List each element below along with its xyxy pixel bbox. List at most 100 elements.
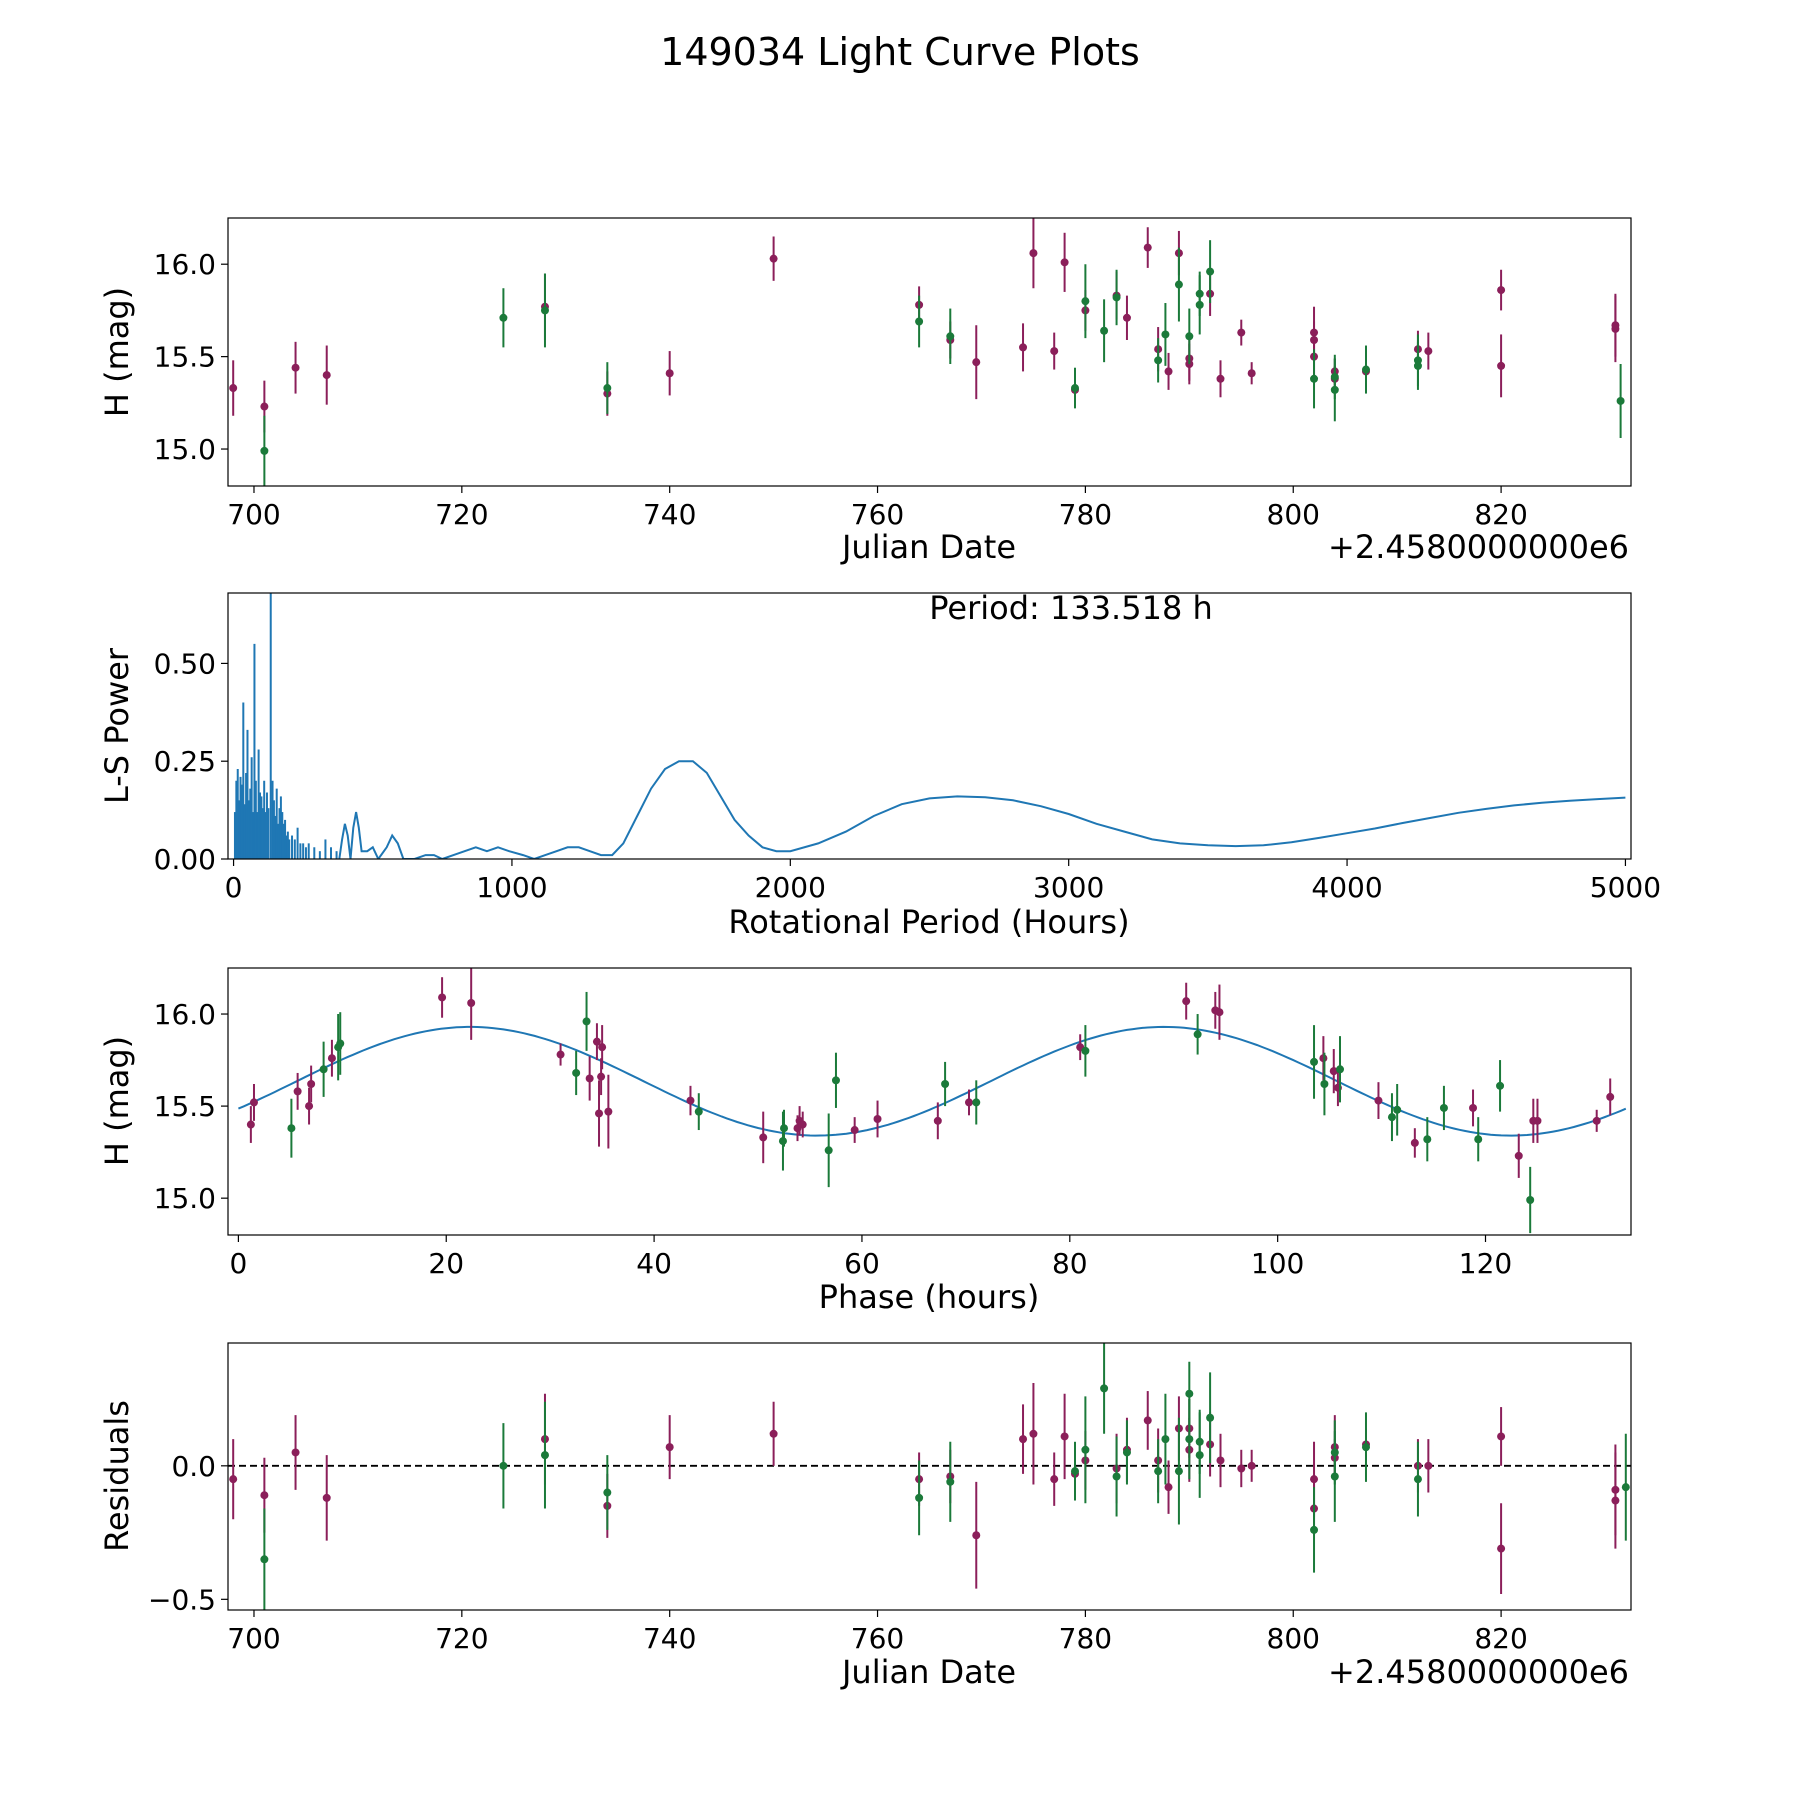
data-point xyxy=(686,1096,695,1105)
lightcurve-frame xyxy=(227,217,1632,487)
data-point xyxy=(1469,1103,1478,1112)
residuals-y-ticks: −0.5 0.0 xyxy=(148,1450,228,1616)
data-point xyxy=(1533,1116,1542,1125)
magenta-series xyxy=(229,1383,1620,1594)
data-point xyxy=(1606,1092,1615,1101)
data-point xyxy=(322,371,331,380)
phased-xlabel: Phase (hours) xyxy=(819,1278,1040,1316)
data-point xyxy=(1247,369,1256,378)
x-tick-label: 40 xyxy=(636,1247,672,1280)
data-point xyxy=(305,1102,314,1111)
lightcurve-offset-text: +2.4580000000e6 xyxy=(1328,528,1629,566)
x-tick-label: 740 xyxy=(643,498,696,531)
x-tick-label: 0 xyxy=(229,1247,247,1280)
periodogram-frame xyxy=(227,592,1632,860)
residuals-frame xyxy=(227,1342,1632,1611)
data-point xyxy=(1216,1456,1225,1465)
figure-title: 149034 Light Curve Plots xyxy=(660,30,1140,74)
y-tick-label: 0.25 xyxy=(154,745,216,778)
data-point xyxy=(941,1080,950,1089)
lightcurve-x-ticks: 700 720 740 760 780 800 820 xyxy=(227,486,1528,531)
data-point xyxy=(1161,330,1170,339)
data-point xyxy=(1621,1483,1630,1492)
x-tick-label: 760 xyxy=(851,498,904,531)
lightcurve-y-ticks: 15.0 15.5 16.0 xyxy=(154,248,228,466)
data-point xyxy=(1195,300,1204,309)
x-tick-label: 5000 xyxy=(1590,871,1661,904)
x-tick-label: 780 xyxy=(1059,498,1112,531)
phased-x-ticks: 0 20 40 60 80 100 120 xyxy=(229,1235,1512,1280)
data-point xyxy=(1154,356,1163,365)
data-point xyxy=(1439,1103,1448,1112)
data-point xyxy=(1592,1116,1601,1125)
data-point xyxy=(964,1098,973,1107)
data-point xyxy=(597,1072,606,1081)
data-point xyxy=(1081,1046,1090,1055)
data-point xyxy=(1070,1467,1079,1476)
y-tick-label: 0.50 xyxy=(154,647,216,680)
data-point xyxy=(1100,326,1109,335)
lightcurve-xlabel: Julian Date xyxy=(840,528,1016,566)
periodogram-xlabel: Rotational Period (Hours) xyxy=(728,903,1129,941)
phased-plot-area xyxy=(238,968,1627,1234)
data-point xyxy=(1497,1432,1506,1441)
data-point xyxy=(585,1074,594,1083)
x-tick-label: 100 xyxy=(1251,1247,1304,1280)
data-point xyxy=(972,1531,981,1540)
green-series xyxy=(287,991,1535,1234)
data-point xyxy=(572,1068,581,1077)
data-point xyxy=(1336,1065,1345,1074)
data-point xyxy=(1216,374,1225,383)
data-point xyxy=(915,317,924,326)
data-point xyxy=(1081,297,1090,306)
data-point xyxy=(1611,321,1620,330)
data-point xyxy=(873,1114,882,1123)
data-point xyxy=(1413,1475,1422,1484)
data-point xyxy=(556,1050,565,1059)
x-tick-label: 2000 xyxy=(755,871,826,904)
periodogram-panel: 0 1000 2000 3000 4000 5000 0.00 0.25 0.50 Perio… xyxy=(98,589,1661,941)
data-point xyxy=(291,1448,300,1457)
y-tick-label: 16.0 xyxy=(154,248,216,281)
data-point xyxy=(1215,1008,1224,1017)
data-point xyxy=(336,1039,345,1048)
data-point xyxy=(1413,361,1422,370)
data-point xyxy=(1424,347,1433,356)
data-point xyxy=(319,1065,328,1074)
data-point xyxy=(260,402,269,411)
data-point xyxy=(1143,243,1152,252)
x-tick-label: 1000 xyxy=(476,871,547,904)
data-point xyxy=(850,1126,859,1135)
residuals-x-ticks: 700 720 740 760 780 800 820 xyxy=(227,1610,1528,1655)
data-point xyxy=(769,1429,778,1438)
data-point xyxy=(1237,328,1246,337)
green-series xyxy=(260,1343,1630,1610)
y-tick-label: 0.00 xyxy=(154,843,216,876)
data-point xyxy=(1497,286,1506,295)
data-point xyxy=(499,313,508,322)
data-point xyxy=(604,1107,613,1116)
x-tick-label: 60 xyxy=(844,1247,880,1280)
data-point xyxy=(946,1477,955,1486)
data-point xyxy=(1019,343,1028,352)
x-tick-label: 700 xyxy=(227,498,280,531)
power-curve xyxy=(338,760,1626,859)
data-point xyxy=(933,1116,942,1125)
lightcurve-ylabel: H (mag) xyxy=(98,287,136,417)
data-point xyxy=(1060,1432,1069,1441)
x-tick-label: 800 xyxy=(1267,1622,1320,1655)
x-tick-label: 780 xyxy=(1059,1622,1112,1655)
phased-frame xyxy=(227,967,1632,1236)
data-point xyxy=(1310,1525,1319,1534)
data-point xyxy=(769,254,778,263)
data-point xyxy=(1319,1054,1328,1063)
periodogram-x-ticks: 0 1000 2000 3000 4000 5000 xyxy=(225,859,1661,904)
data-point xyxy=(1164,367,1173,376)
data-point xyxy=(438,993,447,1002)
data-point xyxy=(1185,1435,1194,1444)
data-point xyxy=(1310,1057,1319,1066)
data-point xyxy=(260,1555,269,1564)
periodogram-y-ticks: 0.00 0.25 0.50 xyxy=(154,647,228,876)
data-point xyxy=(1497,1544,1506,1553)
x-tick-label: 0 xyxy=(225,871,243,904)
